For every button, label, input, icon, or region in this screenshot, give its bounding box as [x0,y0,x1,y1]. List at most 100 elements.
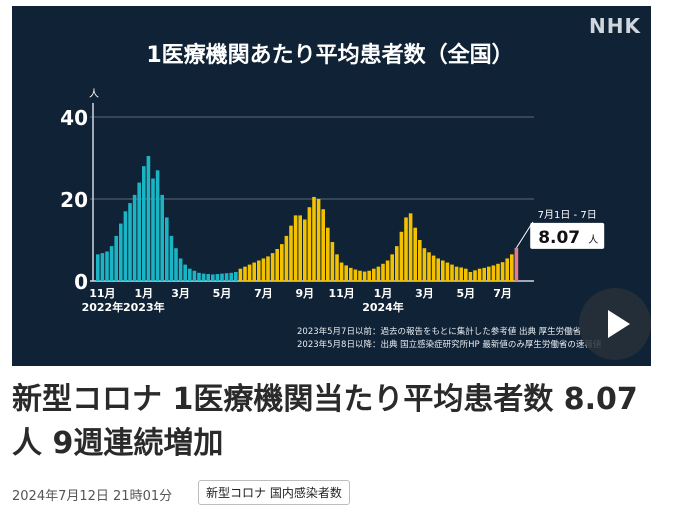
bar [183,264,187,281]
bar [137,182,141,281]
year-label: 2023年 [123,300,165,314]
bar [459,267,463,281]
bar [284,235,289,281]
bar [395,246,399,281]
bar [376,266,381,281]
bar [441,260,445,281]
y-tick-label: 40 [60,106,88,130]
bar [151,178,155,281]
bar [165,217,169,281]
bar [312,196,316,281]
callout-period: 7月1日 - 7日 [538,209,597,221]
bar [105,251,109,281]
bar [261,258,266,281]
bar [344,265,348,281]
bar [229,272,233,281]
bar [427,252,431,281]
bar [234,271,238,281]
bar [201,273,206,281]
x-tick-label: 9月 [295,287,314,300]
nhk-logo: NHK [589,14,641,38]
bar [339,262,344,281]
x-tick-label: 5月 [213,287,232,300]
bar [238,268,243,281]
bar [445,262,450,281]
x-tick-label: 1月 [374,287,393,300]
source-note-2: 2023年5月8日以降：出典 国立感染症研究所HP 最新値のみ厚生労働省の速報値 [297,339,602,350]
x-tick-label: 1月 [134,287,153,300]
publish-date: 2024年7月12日 21時01分 [12,489,173,504]
bar [450,264,454,281]
bar [349,267,353,281]
bar [500,262,505,281]
play-button[interactable] [579,288,651,360]
bar [468,271,473,281]
bar [206,274,210,281]
source-note-1: 2023年5月7日以前：過去の報告をもとに集計した参考値 出典 厚生労働省 [297,326,582,337]
bar [514,247,519,281]
x-tick-label: 3月 [171,287,190,300]
bar [404,217,408,281]
bar [353,269,358,281]
bar [385,260,390,281]
bar [487,266,491,281]
bar [372,268,376,281]
bar [491,265,496,281]
bar [257,260,261,281]
unit-label: 人 [89,88,99,100]
y-tick-label: 20 [60,188,88,212]
bar [307,207,312,281]
callout-period-box [530,205,605,222]
callout-value: 8.07 [538,228,580,248]
x-tick-label: 7月 [254,287,273,300]
bar [473,270,477,281]
bar [316,199,321,281]
bar [96,254,100,281]
bar [496,263,500,281]
bar [142,166,146,281]
bar [114,235,118,281]
bar [408,213,413,281]
video-thumbnail[interactable]: 1医療機関あたり平均患者数（全国） 0 20 40 人 11月 1月 3月 5月 7月 9月 11月… [12,6,651,366]
bar [119,223,123,281]
bar [123,211,128,281]
bar [436,258,440,281]
bar [243,266,247,281]
bar [477,268,482,281]
bar [192,270,197,281]
callout-value-box [530,222,605,249]
bar [298,215,302,281]
bar [482,267,486,281]
bar [270,253,275,281]
bar [381,263,385,281]
bar [293,215,298,281]
article-headline: 新型コロナ 1医療機関当たり平均患者数 8.07人 9週連続増加 [12,382,638,461]
x-tick-label: 11月 [89,287,115,300]
year-label: 2022年 [82,300,124,314]
bar [510,254,514,281]
bar [211,274,215,281]
bar [266,256,270,281]
x-tick-label: 5月 [456,287,475,300]
bar [413,227,417,281]
bar [362,271,367,281]
bar [178,258,183,281]
bar [155,170,160,281]
bar [367,270,371,281]
bar [505,258,509,281]
bar [358,270,362,281]
x-tick-label: 7月 [493,287,512,300]
x-tick-label: 11月 [328,287,354,300]
bar [321,209,325,281]
bar [132,194,137,281]
bar [169,235,174,281]
bar [252,262,256,281]
callout-unit: 人 [588,234,598,246]
bar [174,248,178,281]
bar [160,194,164,281]
bar [280,244,284,281]
bar [326,227,330,281]
topic-tag[interactable]: 新型コロナ 国内感染者数 [198,480,350,505]
bar [220,273,224,281]
